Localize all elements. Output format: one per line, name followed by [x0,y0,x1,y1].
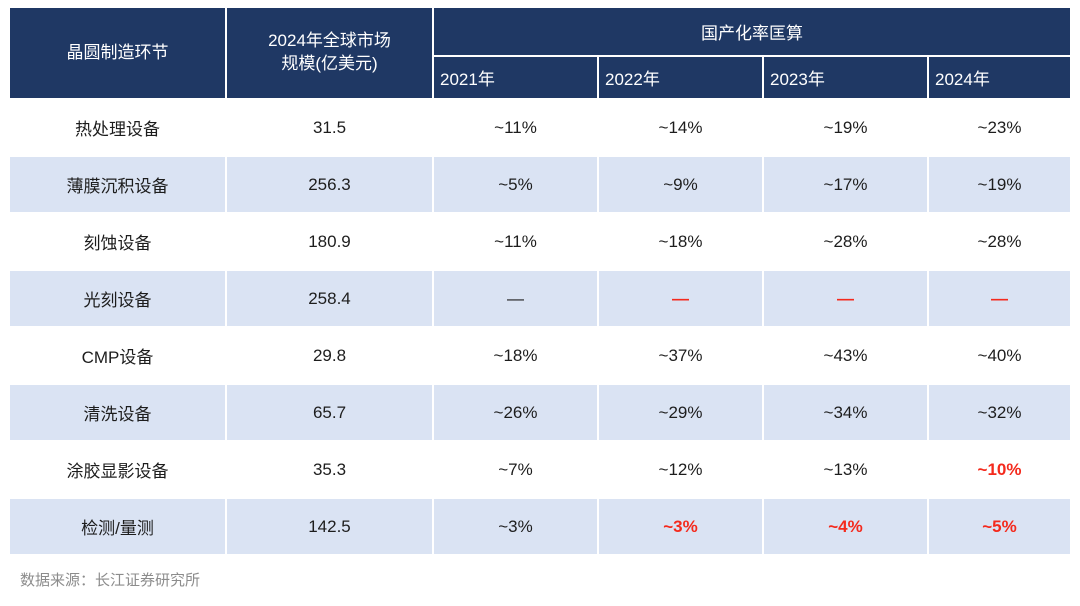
rate-cell: ~18% [599,214,762,269]
rate-cell: ~19% [929,157,1070,212]
header-market-size: 2024年全球市场 规模(亿美元) [227,8,432,98]
row-name-cell: CMP设备 [10,328,225,383]
rate-cell: — [434,271,597,326]
rate-cell: ~3% [434,499,597,554]
rate-cell: ~11% [434,100,597,155]
market-size-cell: 65.7 [227,385,432,440]
rate-cell: ~37% [599,328,762,383]
market-size-cell: 142.5 [227,499,432,554]
rate-cell: ~7% [434,442,597,497]
table-row: 薄膜沉积设备 256.3 ~5% ~9% ~17% ~19% [10,157,1070,212]
row-name-cell: 热处理设备 [10,100,225,155]
rate-cell: — [929,271,1070,326]
rate-cell: ~12% [599,442,762,497]
market-size-cell: 258.4 [227,271,432,326]
header-year-2022: 2022年 [599,57,762,98]
report-table-figure: 晶圆制造环节 2024年全球市场 规模(亿美元) 国产化率匡算 2021年 20… [8,6,1072,589]
table-row: CMP设备 29.8 ~18% ~37% ~43% ~40% [10,328,1070,383]
rate-cell: ~13% [764,442,927,497]
row-name-cell: 检测/量测 [10,499,225,554]
header-localization-group: 国产化率匡算 [434,8,1070,55]
market-size-cell: 31.5 [227,100,432,155]
localization-rate-table: 晶圆制造环节 2024年全球市场 规模(亿美元) 国产化率匡算 2021年 20… [8,6,1072,556]
row-name-cell: 薄膜沉积设备 [10,157,225,212]
table-row: 刻蚀设备 180.9 ~11% ~18% ~28% ~28% [10,214,1070,269]
market-size-cell: 29.8 [227,328,432,383]
rate-cell: ~43% [764,328,927,383]
header-year-2024: 2024年 [929,57,1070,98]
rate-cell: ~19% [764,100,927,155]
rate-cell: ~18% [434,328,597,383]
rate-cell: ~14% [599,100,762,155]
rate-cell: ~5% [434,157,597,212]
table-row: 光刻设备 258.4 — — — — [10,271,1070,326]
rate-cell: ~34% [764,385,927,440]
table-body: 热处理设备 31.5 ~11% ~14% ~19% ~23% 薄膜沉积设备 25… [10,100,1070,554]
rate-cell: ~10% [929,442,1070,497]
rate-cell: ~11% [434,214,597,269]
header-year-2023: 2023年 [764,57,927,98]
rate-cell: ~29% [599,385,762,440]
rate-cell: ~3% [599,499,762,554]
table-header: 晶圆制造环节 2024年全球市场 规模(亿美元) 国产化率匡算 2021年 20… [10,8,1070,98]
market-size-cell: 256.3 [227,157,432,212]
rate-cell: ~23% [929,100,1070,155]
row-name-cell: 光刻设备 [10,271,225,326]
rate-cell: ~17% [764,157,927,212]
rate-cell: ~9% [599,157,762,212]
rate-cell: — [599,271,762,326]
rate-cell: ~4% [764,499,927,554]
market-size-cell: 180.9 [227,214,432,269]
header-year-2021: 2021年 [434,57,597,98]
rate-cell: ~28% [929,214,1070,269]
header-wafer-stage: 晶圆制造环节 [10,8,225,98]
market-size-cell: 35.3 [227,442,432,497]
table-row: 检测/量测 142.5 ~3% ~3% ~4% ~5% [10,499,1070,554]
rate-cell: ~32% [929,385,1070,440]
row-name-cell: 刻蚀设备 [10,214,225,269]
rate-cell: ~40% [929,328,1070,383]
row-name-cell: 涂胶显影设备 [10,442,225,497]
rate-cell: ~28% [764,214,927,269]
table-row: 清洗设备 65.7 ~26% ~29% ~34% ~32% [10,385,1070,440]
rate-cell: ~5% [929,499,1070,554]
rate-cell: ~26% [434,385,597,440]
data-source-note: 数据来源：长江证券研究所 [20,572,201,589]
row-name-cell: 清洗设备 [10,385,225,440]
table-row: 涂胶显影设备 35.3 ~7% ~12% ~13% ~10% [10,442,1070,497]
table-row: 热处理设备 31.5 ~11% ~14% ~19% ~23% [10,100,1070,155]
rate-cell: — [764,271,927,326]
